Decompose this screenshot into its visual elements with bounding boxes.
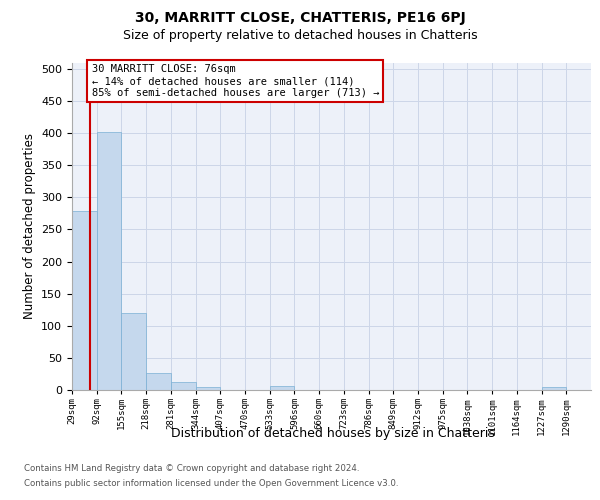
Text: Contains HM Land Registry data © Crown copyright and database right 2024.: Contains HM Land Registry data © Crown c… <box>24 464 359 473</box>
Text: Size of property relative to detached houses in Chatteris: Size of property relative to detached ho… <box>122 29 478 42</box>
Text: 30 MARRITT CLOSE: 76sqm
← 14% of detached houses are smaller (114)
85% of semi-d: 30 MARRITT CLOSE: 76sqm ← 14% of detache… <box>92 64 379 98</box>
Bar <box>171 382 196 390</box>
Bar <box>121 313 146 390</box>
Bar <box>97 132 121 390</box>
Text: 30, MARRITT CLOSE, CHATTERIS, PE16 6PJ: 30, MARRITT CLOSE, CHATTERIS, PE16 6PJ <box>134 11 466 25</box>
Bar <box>146 372 171 390</box>
Bar <box>72 212 97 390</box>
Text: Distribution of detached houses by size in Chatteris: Distribution of detached houses by size … <box>171 428 495 440</box>
Bar <box>270 386 295 390</box>
Bar <box>196 387 220 390</box>
Bar <box>542 387 566 390</box>
Text: Contains public sector information licensed under the Open Government Licence v3: Contains public sector information licen… <box>24 479 398 488</box>
Y-axis label: Number of detached properties: Number of detached properties <box>23 133 35 320</box>
